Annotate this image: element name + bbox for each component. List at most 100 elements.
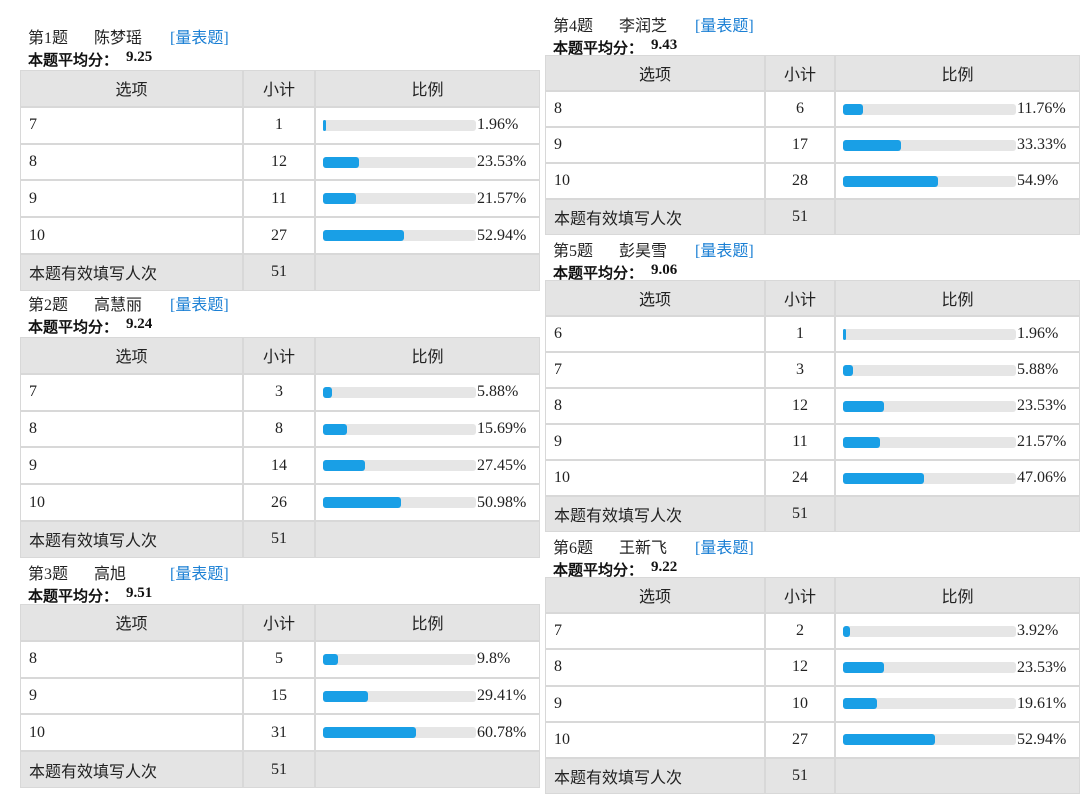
count-cell: 24 xyxy=(765,460,835,496)
question-name: 陈梦瑶 xyxy=(94,30,143,47)
bar-track xyxy=(843,698,1016,710)
option-cell: 9 xyxy=(545,685,765,722)
ratio-cell xyxy=(315,410,540,448)
bar-track xyxy=(843,103,1016,115)
type-tag[interactable]: [量表题] xyxy=(695,18,754,35)
count-cell: 3 xyxy=(243,373,315,411)
bar xyxy=(843,436,881,448)
count-cell: 17 xyxy=(765,127,835,163)
percent-label: 5.88% xyxy=(477,383,519,401)
count-cell: 1 xyxy=(243,106,315,144)
total-value: 51 xyxy=(765,758,835,795)
option-cell: 9 xyxy=(545,127,765,163)
bar xyxy=(323,119,326,131)
bar-track xyxy=(843,400,1016,412)
total-label: 本题有效填写人次 xyxy=(545,496,765,532)
option-cell: 8 xyxy=(545,649,765,686)
bar xyxy=(323,156,359,168)
option-cell: 9 xyxy=(545,424,765,460)
total-empty xyxy=(315,751,540,788)
total-empty xyxy=(315,254,540,291)
question-number: 第4题 xyxy=(553,18,594,35)
bar-track xyxy=(323,193,476,205)
count-cell: 27 xyxy=(765,721,835,758)
avg-value: 9.06 xyxy=(651,262,678,278)
bar xyxy=(843,662,884,673)
option-cell: 9 xyxy=(20,447,243,485)
bar-track xyxy=(323,690,476,702)
question-number: 第6题 xyxy=(553,540,594,557)
bar-track xyxy=(843,139,1016,151)
avg-label: 本题平均分： xyxy=(28,53,119,69)
ratio-cell xyxy=(315,640,540,678)
percent-label: 1.96% xyxy=(477,116,519,134)
avg-value: 9.25 xyxy=(126,49,153,65)
header-cell: 选项 xyxy=(20,604,243,641)
bar xyxy=(323,423,347,435)
percent-label: 3.92% xyxy=(1017,622,1059,640)
question-number: 第5题 xyxy=(553,243,594,260)
percent-label: 33.33% xyxy=(1017,136,1067,153)
bar xyxy=(843,625,850,637)
bar-track xyxy=(323,119,476,131)
total-label: 本题有效填写人次 xyxy=(545,758,765,795)
option-cell: 10 xyxy=(20,484,243,521)
bar-track xyxy=(843,625,1016,637)
bar xyxy=(323,497,401,509)
bar xyxy=(323,386,332,398)
percent-label: 11.76% xyxy=(1017,100,1066,117)
option-cell: 8 xyxy=(20,143,243,181)
header-cell: 选项 xyxy=(20,337,243,374)
bar xyxy=(323,460,365,472)
ratio-cell xyxy=(315,484,540,521)
option-cell: 7 xyxy=(545,613,765,650)
ratio-cell xyxy=(315,180,540,218)
type-tag[interactable]: [量表题] xyxy=(170,297,229,314)
total-empty xyxy=(315,521,540,558)
type-tag[interactable]: [量表题] xyxy=(695,243,754,260)
bar xyxy=(323,727,416,739)
header-cell: 比例 xyxy=(315,604,540,641)
option-cell: 10 xyxy=(20,714,243,752)
bar-track xyxy=(843,662,1016,673)
header-cell: 选项 xyxy=(545,577,765,614)
total-label: 本题有效填写人次 xyxy=(545,199,765,235)
bar-track xyxy=(323,386,476,398)
percent-label: 21.57% xyxy=(477,189,527,207)
avg-value: 9.22 xyxy=(651,559,678,575)
option-cell: 7 xyxy=(20,373,243,411)
bar xyxy=(843,364,854,376)
bar xyxy=(323,193,356,205)
header-cell: 小计 xyxy=(765,280,835,316)
avg-value: 9.43 xyxy=(651,37,678,53)
option-cell: 10 xyxy=(545,460,765,496)
count-cell: 27 xyxy=(243,217,315,254)
bar-track xyxy=(323,653,476,665)
type-tag[interactable]: [量表题] xyxy=(695,540,754,557)
question-number: 第3题 xyxy=(28,566,69,583)
question-name: 彭昊雪 xyxy=(619,243,668,260)
option-cell: 10 xyxy=(545,721,765,758)
header-cell: 小计 xyxy=(243,337,315,374)
type-tag[interactable]: [量表题] xyxy=(170,30,229,47)
header-cell: 选项 xyxy=(545,55,765,91)
ratio-cell xyxy=(315,373,540,411)
avg-value: 9.51 xyxy=(126,585,153,601)
question-name: 高旭 xyxy=(94,566,127,583)
ratio-cell xyxy=(315,677,540,715)
bar-track xyxy=(843,364,1016,376)
count-cell: 8 xyxy=(243,410,315,448)
total-empty xyxy=(835,758,1080,795)
ratio-cell xyxy=(315,714,540,752)
percent-label: 29.41% xyxy=(477,687,527,704)
option-cell: 8 xyxy=(20,640,243,678)
type-tag[interactable]: [量表题] xyxy=(170,566,229,583)
bar xyxy=(843,175,938,187)
count-cell: 11 xyxy=(765,424,835,460)
count-cell: 2 xyxy=(765,613,835,650)
question-number: 第2题 xyxy=(28,297,69,314)
bar xyxy=(843,139,901,151)
total-value: 51 xyxy=(243,751,315,788)
count-cell: 1 xyxy=(765,316,835,352)
percent-label: 23.53% xyxy=(477,153,527,170)
